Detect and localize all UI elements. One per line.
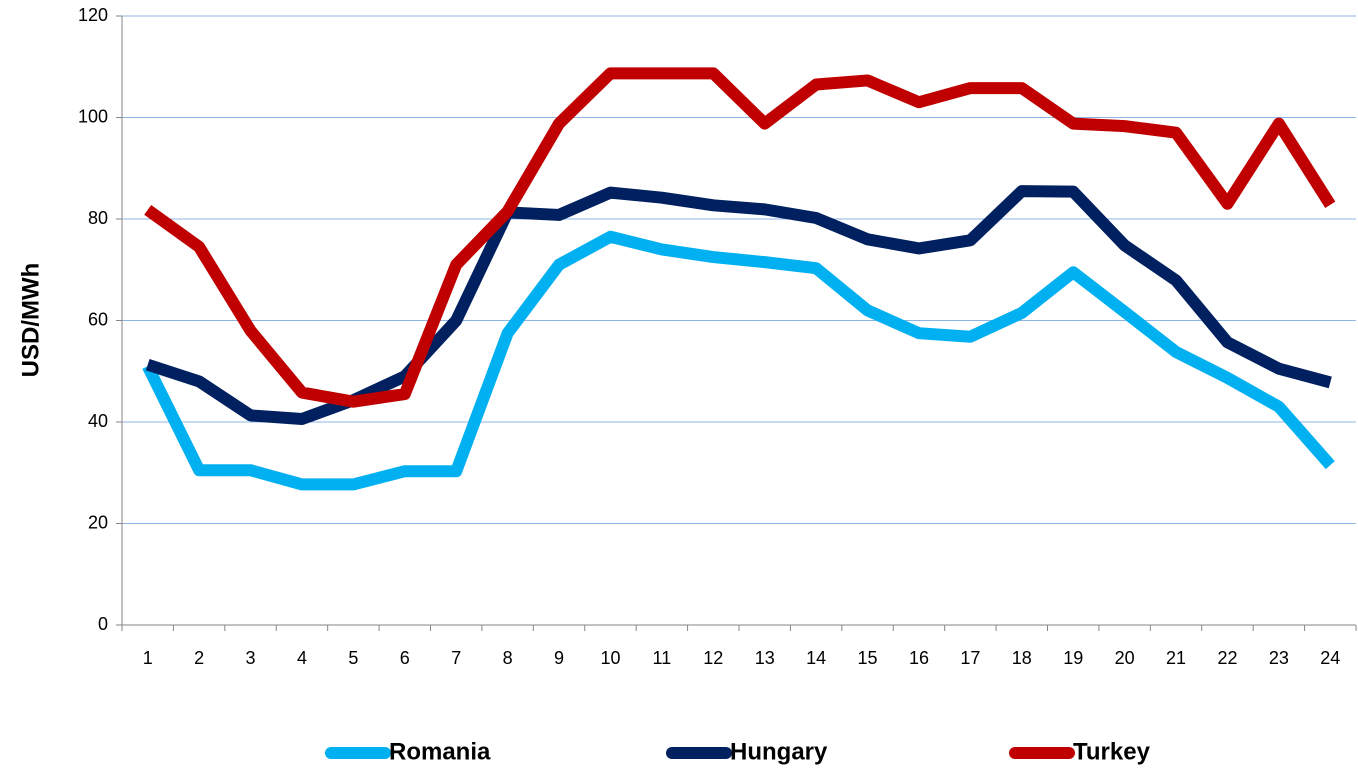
x-tick-label: 10 xyxy=(600,648,620,668)
x-tick-label: 13 xyxy=(755,648,775,668)
y-axis-label: USD/MWh xyxy=(17,263,44,378)
x-tick-label: 2 xyxy=(194,648,204,668)
legend-label: Romania xyxy=(389,738,491,765)
x-tick-label: 14 xyxy=(806,648,826,668)
line-series xyxy=(142,230,1335,491)
x-tick-label: 15 xyxy=(858,648,878,668)
y-tick-label: 0 xyxy=(98,614,108,634)
legend-label: Hungary xyxy=(730,738,828,765)
y-tick-label: 120 xyxy=(78,5,108,25)
y-tick-label: 100 xyxy=(78,106,108,126)
x-tick-label: 22 xyxy=(1217,648,1237,668)
line-series xyxy=(145,185,1332,425)
x-tick-label: 24 xyxy=(1320,648,1340,668)
y-tick-label: 80 xyxy=(88,208,108,228)
x-tick-label: 3 xyxy=(246,648,256,668)
x-tick-label: 9 xyxy=(554,648,564,668)
x-tick-label: 21 xyxy=(1166,648,1186,668)
x-tick-label: 1 xyxy=(143,648,153,668)
line-series xyxy=(144,67,1336,408)
x-tick-label: 23 xyxy=(1269,648,1289,668)
x-tick-label: 7 xyxy=(451,648,461,668)
x-tick-label: 4 xyxy=(297,648,307,668)
legend-label: Turkey xyxy=(1073,738,1151,765)
y-tick-label: 60 xyxy=(88,309,108,329)
x-tick-label: 8 xyxy=(503,648,513,668)
y-tick-label: 20 xyxy=(88,512,108,532)
x-tick-label: 20 xyxy=(1115,648,1135,668)
x-tick-label: 5 xyxy=(348,648,358,668)
x-tick-label: 6 xyxy=(400,648,410,668)
x-tick-label: 19 xyxy=(1063,648,1083,668)
y-tick-label: 40 xyxy=(88,411,108,431)
x-tick-label: 12 xyxy=(703,648,723,668)
x-tick-label: 18 xyxy=(1012,648,1032,668)
x-tick-label: 16 xyxy=(909,648,929,668)
x-tick-label: 17 xyxy=(960,648,980,668)
x-tick-label: 11 xyxy=(653,648,672,668)
